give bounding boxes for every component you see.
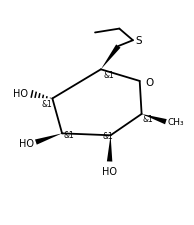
Polygon shape [142,115,167,125]
Text: &1: &1 [143,115,153,123]
Text: S: S [136,36,142,46]
Text: HO: HO [13,88,28,98]
Text: &1: &1 [63,131,74,140]
Polygon shape [107,136,112,162]
Text: CH₃: CH₃ [167,117,184,126]
Text: &1: &1 [41,100,52,109]
Text: HO: HO [102,166,117,177]
Text: &1: &1 [104,71,114,80]
Text: HO: HO [19,138,34,148]
Polygon shape [101,45,120,70]
Text: O: O [146,78,154,88]
Polygon shape [35,134,62,145]
Text: &1: &1 [103,132,113,141]
